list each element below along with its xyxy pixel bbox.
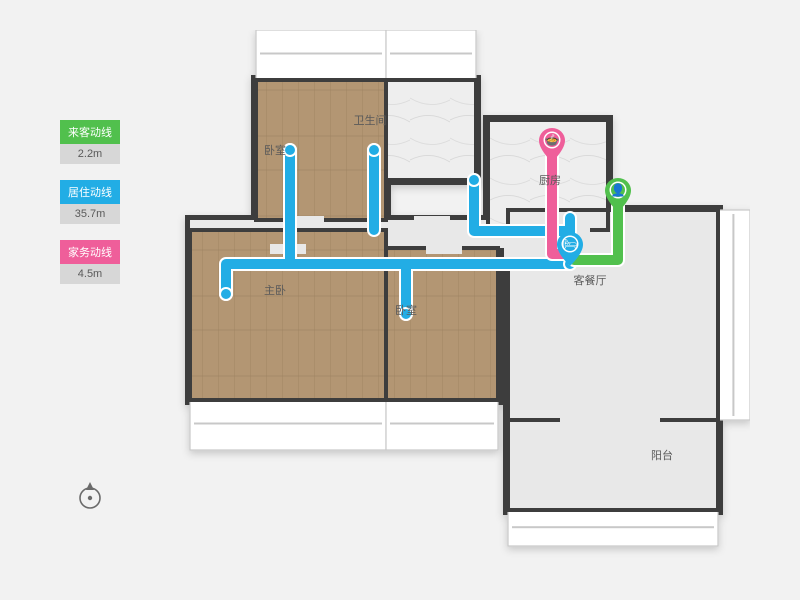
compass-icon bbox=[74, 480, 106, 512]
legend: 来客动线 2.2m 居住动线 35.7m 家务动线 4.5m bbox=[60, 120, 120, 300]
room-label-balcony: 阳台 bbox=[651, 447, 673, 463]
legend-value: 2.2m bbox=[60, 144, 120, 164]
room-label-bed2: 卧室 bbox=[395, 302, 417, 318]
marker-guest: 👤 bbox=[605, 178, 631, 212]
bed-icon: 🛏 bbox=[562, 238, 577, 250]
legend-item-living: 居住动线 35.7m bbox=[60, 180, 120, 224]
room-label-bed1: 卧室 bbox=[264, 142, 286, 158]
legend-value: 35.7m bbox=[60, 204, 120, 224]
room-label-master: 主卧 bbox=[264, 282, 286, 298]
legend-item-guest: 来客动线 2.2m bbox=[60, 120, 120, 164]
room-label-kitchen: 厨房 bbox=[539, 172, 561, 188]
marker-living: 🛏 bbox=[557, 232, 583, 266]
legend-value: 4.5m bbox=[60, 264, 120, 284]
legend-item-household: 家务动线 4.5m bbox=[60, 240, 120, 284]
person-icon: 👤 bbox=[611, 184, 626, 196]
room-label-bath: 卫生间 bbox=[354, 112, 387, 128]
floor-plan: 卧室卫生间厨房主卧卧室客餐厅阳台 🛏 🍲 👤 bbox=[170, 30, 750, 560]
pot-icon: 🍲 bbox=[545, 134, 560, 146]
legend-label: 居住动线 bbox=[60, 180, 120, 204]
marker-household: 🍲 bbox=[539, 128, 565, 162]
room-label-living: 客餐厅 bbox=[574, 272, 607, 288]
legend-label: 家务动线 bbox=[60, 240, 120, 264]
legend-label: 来客动线 bbox=[60, 120, 120, 144]
